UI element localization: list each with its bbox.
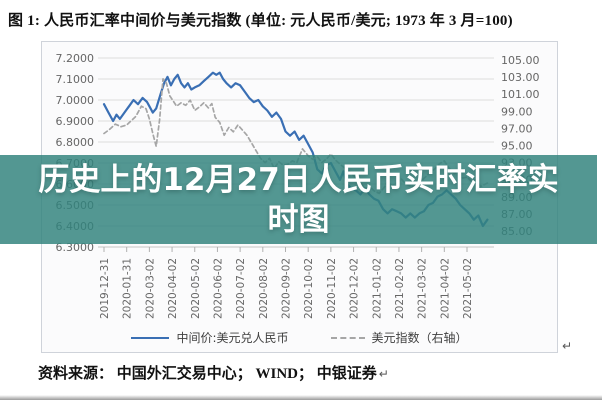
svg-text:103.00: 103.00 xyxy=(501,71,540,84)
paragraph-mark-icon: ↵ xyxy=(562,339,573,353)
watermark-banner: 历史上的12月27日人民币实时汇率实 时图 xyxy=(0,155,597,244)
svg-text:2021-05-02: 2021-05-02 xyxy=(462,258,474,319)
solid-line-icon xyxy=(131,336,170,339)
svg-text:6.3000: 6.3000 xyxy=(56,241,95,254)
svg-text:2020-03-02: 2020-03-02 xyxy=(144,258,156,319)
svg-text:99.00: 99.00 xyxy=(501,105,533,118)
svg-text:2020-01-31: 2020-01-31 xyxy=(122,258,134,319)
svg-text:2020-11-02: 2020-11-02 xyxy=(326,258,338,319)
svg-text:2021-04-02: 2021-04-02 xyxy=(439,258,451,319)
svg-text:95.00: 95.00 xyxy=(501,140,533,153)
svg-text:2021-01-02: 2021-01-02 xyxy=(371,258,383,319)
legend-label-midpoint: 中间价:美元兑人民币 xyxy=(176,331,289,345)
svg-text:97.00: 97.00 xyxy=(501,122,533,135)
watermark-line-2: 时图 xyxy=(267,201,330,238)
svg-text:7.2000: 7.2000 xyxy=(56,52,95,65)
legend-item-midpoint: 中间价:美元兑人民币 xyxy=(131,329,289,346)
dashed-line-icon xyxy=(330,336,365,339)
svg-text:2020-07-02: 2020-07-02 xyxy=(235,258,247,319)
legend-item-usd-index: 美元指数（右轴） xyxy=(330,329,468,346)
figure-title: 图 1: 人民币汇率中间价与美元指数 (单位: 元人民币/美元; 1973 年 … xyxy=(8,13,513,29)
svg-text:6.8000: 6.8000 xyxy=(56,136,95,149)
svg-text:2019-12-31: 2019-12-31 xyxy=(99,258,111,319)
svg-text:2020-05-02: 2020-05-02 xyxy=(190,258,202,319)
svg-text:105.00: 105.00 xyxy=(501,54,540,67)
window-bottom-edge xyxy=(0,395,602,400)
data-source-text: 资料来源： 中国外汇交易中心； WIND； 中银证券 xyxy=(38,366,377,382)
svg-text:2020-06-02: 2020-06-02 xyxy=(212,258,224,319)
svg-text:6.9000: 6.9000 xyxy=(56,115,95,128)
chart-legend: 中间价:美元兑人民币 美元指数（右轴） xyxy=(42,329,557,346)
svg-text:7.0000: 7.0000 xyxy=(56,94,95,107)
watermark-line-1: 历史上的12月27日人民币实时汇率实 xyxy=(38,161,559,198)
svg-text:2020-10-02: 2020-10-02 xyxy=(303,258,315,319)
svg-text:2020-08-02: 2020-08-02 xyxy=(258,258,270,319)
data-source: 资料来源： 中国外汇交易中心； WIND； 中银证券 ↵ xyxy=(38,362,389,383)
svg-text:2020-09-02: 2020-09-02 xyxy=(281,258,293,319)
watermark-title: 历史上的12月27日人民币实时汇率实 时图 xyxy=(38,160,558,240)
paragraph-mark-icon: ↵ xyxy=(378,367,389,381)
svg-text:101.00: 101.00 xyxy=(501,88,540,101)
svg-text:2020-04-02: 2020-04-02 xyxy=(167,258,179,319)
svg-text:2021-03-02: 2021-03-02 xyxy=(417,258,429,319)
svg-text:2021-02-02: 2021-02-02 xyxy=(394,258,406,319)
svg-text:7.1000: 7.1000 xyxy=(56,73,95,86)
svg-text:2020-12-02: 2020-12-02 xyxy=(349,258,361,319)
legend-label-usd-index: 美元指数（右轴） xyxy=(371,331,468,345)
